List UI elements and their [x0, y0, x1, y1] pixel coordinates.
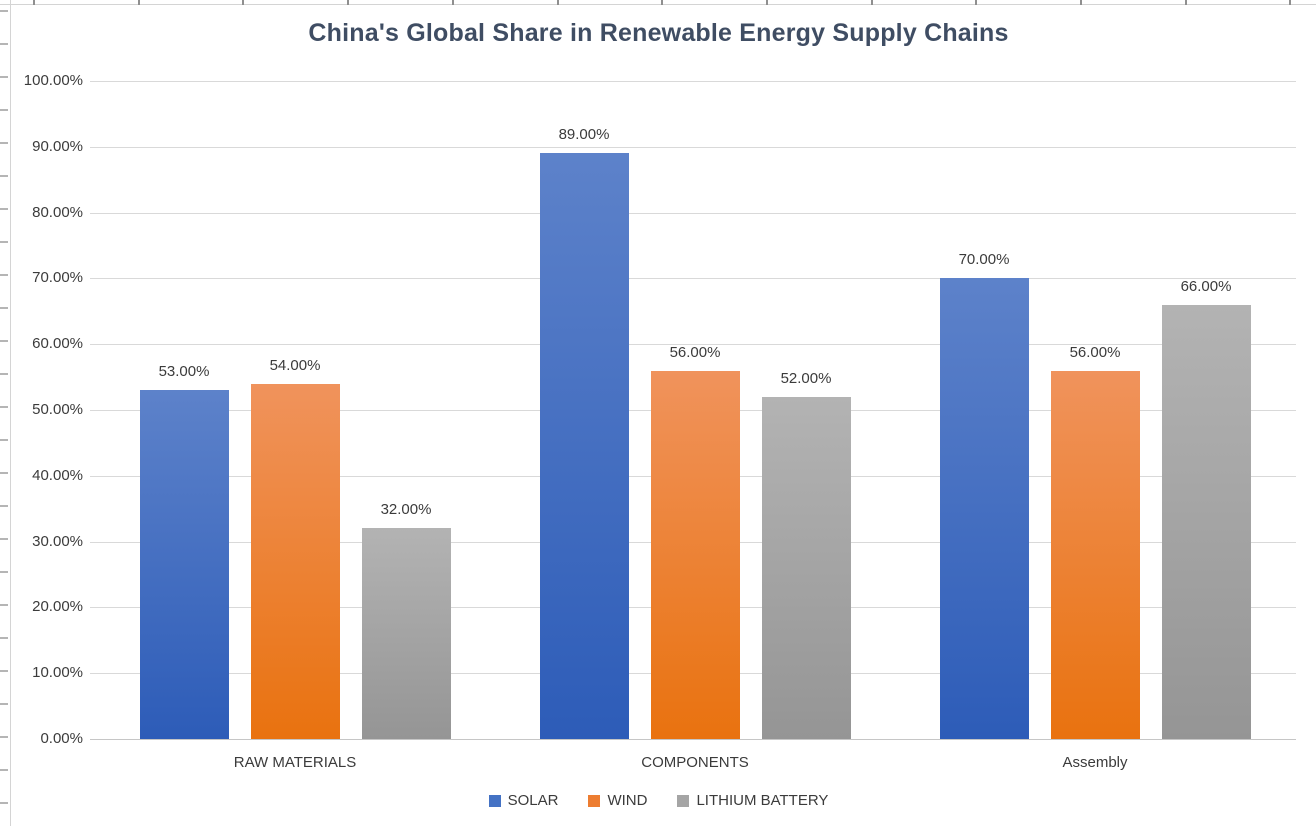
y-gridline [90, 212, 1296, 214]
legend-label: SOLAR [507, 792, 559, 809]
y-axis-tick-label: 100.00% [23, 72, 83, 89]
sheet-column-tick [766, 0, 768, 8]
sheet-row-tick [0, 538, 8, 540]
legend-label: LITHIUM BATTERY [696, 792, 829, 809]
sheet-row-tick [0, 109, 8, 111]
sheet-row-tick [0, 175, 8, 177]
sheet-column-tick [1185, 0, 1187, 8]
legend: SOLAR WIND LITHIUM BATTERY [11, 792, 1306, 809]
sheet-row-tick [0, 406, 8, 408]
bar-value-label: 53.00% [158, 363, 210, 381]
sheet-column-tick [975, 0, 977, 8]
y-axis-tick-label: 50.00% [32, 401, 83, 418]
sheet-column-tick [1080, 0, 1082, 8]
y-axis-tick-label: 80.00% [32, 203, 83, 221]
bar-value-label: 70.00% [958, 251, 1010, 269]
bar-value-label: 32.00% [380, 501, 432, 519]
sheet-column-tick [242, 0, 244, 8]
sheet-column-tick [661, 0, 663, 8]
legend-item-solar: SOLAR [488, 792, 559, 809]
chart-title: China's Global Share in Renewable Energy… [308, 19, 1009, 47]
sheet-row-tick [0, 736, 8, 738]
sheet-column-tick [33, 0, 35, 8]
sheet-left-gridline [10, 0, 11, 826]
sheet-row-tick [0, 505, 8, 507]
bar-value-label: 66.00% [1180, 277, 1232, 295]
x-axis-category-label: Assembly [1062, 754, 1128, 771]
y-axis-tick-label: 10.00% [32, 664, 83, 682]
bar-value-label: 89.00% [558, 126, 610, 144]
sheet-column-tick [347, 0, 349, 8]
sheet-row-tick [0, 439, 8, 441]
legend-marker-icon [677, 794, 690, 807]
sheet-row-tick [0, 802, 8, 804]
bar-value-label: 52.00% [780, 369, 832, 387]
sheet-row-tick [0, 340, 8, 342]
sheet-row-tick [0, 604, 8, 606]
y-axis-tick-label: 20.00% [32, 598, 83, 616]
sheet-row-tick [0, 208, 8, 210]
y-gridline [90, 278, 1296, 280]
sheet-row-tick [0, 637, 8, 639]
sheet-column-tick [557, 0, 559, 8]
bar-value-label: 54.00% [269, 356, 321, 374]
sheet-row-tick [0, 274, 8, 276]
sheet-row-tick [0, 43, 8, 45]
bar-value-label: 56.00% [1069, 343, 1121, 361]
y-gridline [90, 739, 1296, 740]
legend-label: WIND [607, 792, 648, 809]
y-axis-tick-label: 40.00% [32, 466, 83, 484]
sheet-row-tick [0, 373, 8, 375]
y-axis-tick-label: 30.00% [32, 532, 83, 550]
chart-area[interactable]: China's Global Share in Renewable Energy… [11, 5, 1316, 826]
x-axis-category-label: COMPONENTS [641, 754, 749, 771]
sheet-row-tick [0, 472, 8, 474]
bar-lithium-battery [361, 528, 451, 739]
bar-solar [539, 153, 629, 739]
y-gridline [90, 81, 1296, 82]
bar-wind [250, 383, 340, 739]
sheet-column-tick [452, 0, 454, 8]
bar-solar [139, 390, 229, 739]
bar-wind [650, 370, 740, 739]
sheet-column-tick [1289, 0, 1291, 8]
y-gridline [90, 344, 1296, 346]
legend-item-lithium-battery: LITHIUM BATTERY [677, 792, 828, 809]
bar-wind [1050, 370, 1140, 739]
legend-marker-icon [488, 794, 501, 807]
sheet-row-tick [0, 670, 8, 672]
sheet-row-tick [0, 142, 8, 144]
bar-value-label: 56.00% [669, 343, 721, 361]
bar-solar [939, 278, 1029, 739]
sheet-row-tick [0, 703, 8, 705]
y-axis-tick-label: 60.00% [32, 335, 83, 353]
sheet-column-tick [138, 0, 140, 8]
legend-item-wind: WIND [588, 792, 647, 809]
x-axis-category-label: RAW MATERIALS [233, 754, 357, 771]
sheet-row-tick [0, 769, 8, 771]
sheet-column-tick [871, 0, 873, 8]
sheet-row-tick [0, 571, 8, 573]
sheet-row-tick [0, 241, 8, 243]
y-gridline [90, 146, 1296, 148]
bar-lithium-battery [761, 396, 851, 739]
y-axis-tick-label: 90.00% [32, 137, 83, 155]
bar-lithium-battery [1161, 304, 1251, 739]
y-axis-tick-label: 0.00% [40, 730, 83, 747]
sheet-row-tick [0, 307, 8, 309]
sheet-top-gridline [0, 4, 1316, 5]
sheet-row-tick [0, 76, 8, 78]
sheet-row-tick [0, 10, 8, 12]
y-axis-tick-label: 70.00% [32, 269, 83, 287]
legend-marker-icon [588, 794, 601, 807]
